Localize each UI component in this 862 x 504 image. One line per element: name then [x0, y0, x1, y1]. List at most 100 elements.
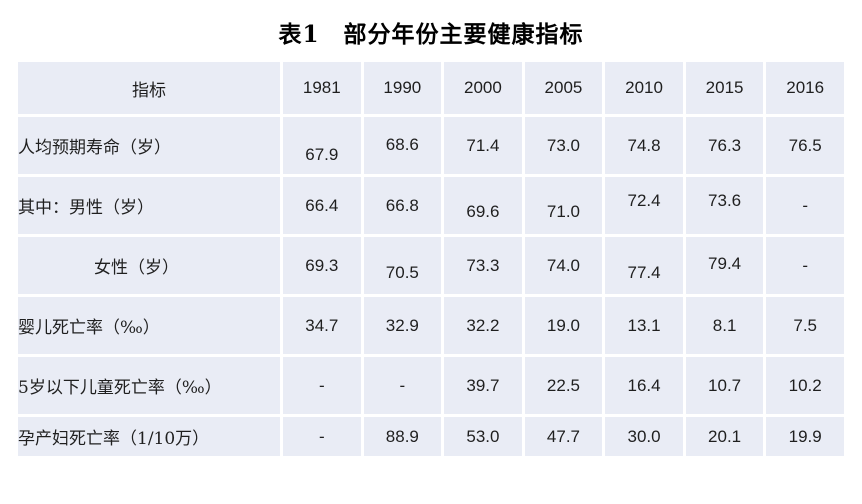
- value-text: 32.2: [466, 315, 500, 335]
- value-cell: 66.4: [283, 177, 361, 234]
- value-cell: 68.6: [363, 117, 442, 174]
- row-label: 人均预期寿命（岁）: [18, 117, 280, 174]
- value-cell: 30.0: [605, 417, 683, 456]
- row-label: 其中：男性（岁）: [18, 177, 280, 234]
- value-text: 20.1: [708, 426, 742, 446]
- table-body: 指标 1981 1990 2000 2005 2010 2015 2016 人均预期寿命（岁）…: [18, 62, 844, 456]
- column-header-year: 2016: [766, 62, 844, 114]
- value-cell: 73.6: [685, 177, 764, 234]
- value-cell: 67.9: [283, 117, 361, 174]
- row-label: 女性（岁）: [18, 237, 280, 294]
- value-text: 77.4: [627, 262, 661, 282]
- value-text: 76.3: [708, 135, 742, 155]
- value-text: 74.0: [546, 255, 581, 275]
- value-text: -: [802, 255, 809, 275]
- value-text: 73.6: [708, 190, 742, 210]
- value-text: 88.9: [385, 426, 419, 446]
- value-text: 53.0: [466, 426, 500, 446]
- value-cell: 7.5: [766, 297, 844, 354]
- value-cell: 19.9: [766, 417, 844, 456]
- table-title: 表1 部分年份主要健康指标: [278, 21, 584, 48]
- value-cell: 13.1: [605, 297, 683, 354]
- value-cell: 72.4: [605, 177, 683, 234]
- value-text: 73.0: [546, 135, 581, 155]
- row-label: 婴儿死亡率（‰）: [18, 297, 280, 354]
- table-row: 孕产妇死亡率（1/10万） - 88.9 53.0 47.7 30.0 20.1 19.9: [18, 417, 844, 456]
- value-text: 13.1: [627, 315, 661, 335]
- value-text: 69.3: [305, 255, 339, 275]
- column-header-year: 2000: [444, 62, 522, 114]
- table-row: 5岁以下儿童死亡率（‰） - - 39.7 22.5 16.4 10.7 10.2: [18, 357, 844, 414]
- value-cell: 32.9: [363, 297, 442, 354]
- value-cell: 73.0: [524, 117, 603, 174]
- value-text: 10.2: [788, 375, 822, 395]
- column-header-year: 2005: [524, 62, 603, 114]
- value-cell: 53.0: [444, 417, 522, 456]
- value-cell: 76.5: [766, 117, 844, 174]
- value-text: -: [318, 426, 325, 446]
- value-text: -: [802, 195, 809, 215]
- value-text: 67.9: [305, 144, 339, 164]
- row-label: 孕产妇死亡率（1/10万）: [18, 417, 280, 456]
- value-text: 70.5: [385, 262, 419, 282]
- value-text: 71.4: [466, 135, 500, 155]
- value-text: 8.1: [712, 315, 737, 335]
- column-header-year: 2010: [605, 62, 683, 114]
- value-text: 68.6: [385, 134, 419, 154]
- value-cell: 10.2: [766, 357, 844, 414]
- value-text: 76.5: [788, 135, 822, 155]
- value-text: 30.0: [627, 426, 661, 446]
- column-header-year: 2015: [685, 62, 764, 114]
- value-text: 7.5: [793, 315, 817, 335]
- value-cell: 39.7: [444, 357, 522, 414]
- column-header-year: 1990: [363, 62, 442, 114]
- value-text: 32.9: [385, 315, 419, 335]
- value-cell: 70.5: [363, 237, 442, 294]
- value-text: 79.4: [708, 253, 742, 273]
- value-text: 19.0: [546, 315, 581, 335]
- value-cell: 34.7: [283, 297, 361, 354]
- value-text: 47.7: [546, 426, 581, 446]
- value-cell: -: [363, 357, 442, 414]
- value-cell: 47.7: [524, 417, 603, 456]
- value-cell: 69.6: [444, 177, 522, 234]
- value-text: 66.4: [305, 195, 339, 215]
- value-cell: 20.1: [685, 417, 764, 456]
- value-text: 69.6: [466, 201, 500, 221]
- value-cell: 71.0: [524, 177, 603, 234]
- value-text: 19.9: [788, 426, 822, 446]
- value-text: 71.0: [546, 201, 581, 221]
- value-cell: 73.3: [444, 237, 522, 294]
- value-text: 73.3: [466, 255, 500, 275]
- table-row: 女性（岁） 69.3 70.5 73.3 74.0 77.4 79.4 -: [18, 237, 844, 294]
- value-cell: 66.8: [363, 177, 442, 234]
- value-cell: 74.0: [524, 237, 603, 294]
- value-cell: 79.4: [685, 237, 764, 294]
- value-cell: 16.4: [605, 357, 683, 414]
- value-cell: 76.3: [685, 117, 764, 174]
- value-text: -: [318, 375, 325, 395]
- value-cell: -: [283, 357, 361, 414]
- value-cell: 69.3: [283, 237, 361, 294]
- value-cell: 22.5: [524, 357, 603, 414]
- value-text: -: [399, 375, 406, 395]
- table-row: 其中：男性（岁） 66.4 66.8 69.6 71.0 72.4 73.6 -: [18, 177, 844, 234]
- table-row: 人均预期寿命（岁） 67.9 68.6 71.4 73.0 74.8 76.3 76.5: [18, 117, 844, 174]
- column-header-year: 1981: [283, 62, 361, 114]
- value-cell: 74.8: [605, 117, 683, 174]
- value-text: 34.7: [305, 315, 339, 335]
- value-text: 10.7: [708, 375, 742, 395]
- row-label: 5岁以下儿童死亡率（‰）: [18, 357, 280, 414]
- value-cell: 71.4: [444, 117, 522, 174]
- value-text: 22.5: [546, 375, 581, 395]
- health-indicators-table: 指标 1981 1990 2000 2005 2010 2015 2016 人均预期寿命（岁）…: [15, 59, 847, 459]
- value-text: 72.4: [627, 190, 661, 210]
- value-text: 16.4: [627, 375, 661, 395]
- table-row: 婴儿死亡率（‰） 34.7 32.9 32.2 19.0 13.1 8.1 7.5: [18, 297, 844, 354]
- value-cell: 8.1: [685, 297, 764, 354]
- value-cell: 77.4: [605, 237, 683, 294]
- table-header-row: 指标 1981 1990 2000 2005 2010 2015 2016: [18, 62, 844, 114]
- value-cell: 19.0: [524, 297, 603, 354]
- value-cell: -: [766, 177, 844, 234]
- column-header-indicator: 指标: [18, 62, 280, 114]
